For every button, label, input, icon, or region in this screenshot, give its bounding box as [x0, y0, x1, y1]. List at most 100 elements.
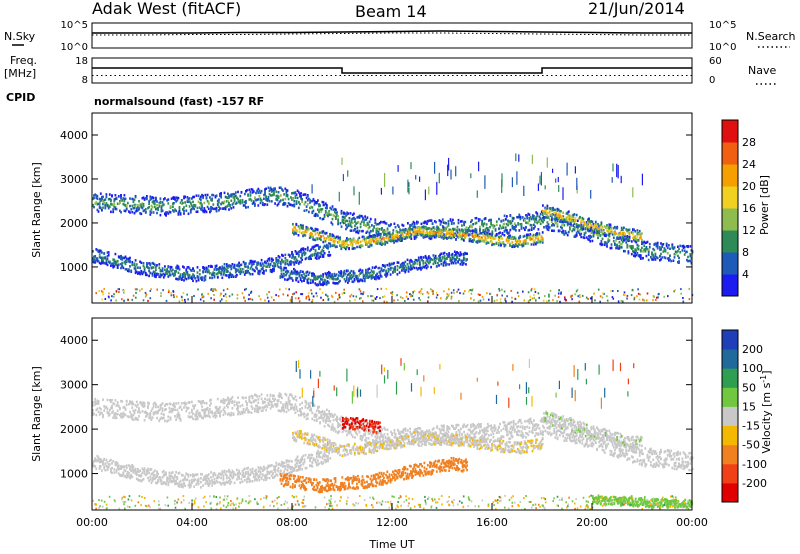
title-center: Beam 14 [355, 2, 427, 21]
velocity-colorbar-label: Velocity [m s-1] [759, 370, 773, 453]
xtick-label-2: 08:00 [276, 516, 308, 529]
velocity-x-axis: 00:00 04:00 08:00 12:00 16:00 20:00 00:00 [76, 296, 708, 529]
velocity-echoes [92, 358, 694, 510]
power-ylabel: Slant Range [km] [30, 162, 43, 258]
velocity-colorbar: -200 -100 -50 -15 15 50 100 200 [721, 329, 767, 503]
colorbar-label-0: 4 [742, 268, 749, 281]
velocity-echo-band-6 [592, 494, 693, 509]
colorbar-swatch-3 [722, 425, 738, 446]
colorbar-swatch-4 [722, 406, 738, 426]
power-colorbar-label: Power [dB] [758, 175, 771, 235]
velocity-echo-band-1 [92, 446, 332, 489]
power-noise-streaks [311, 153, 643, 205]
velocity-echo-band-3 [279, 456, 468, 494]
xtick-label-4: 16:00 [476, 516, 508, 529]
noise-tick-left-bottom: 10^0 [61, 42, 88, 53]
xtick-label-6: 00:00 [676, 516, 708, 529]
xtick-label-3: 12:00 [376, 516, 408, 529]
colorbar-swatch-4 [722, 186, 738, 209]
colorbar-label-7: 200 [742, 343, 763, 356]
ytick-label-0: 1000 [60, 261, 88, 274]
power-echo-band-2 [292, 222, 544, 251]
nave-tick-bottom: 0 [709, 75, 715, 86]
noise-lines [92, 30, 692, 36]
colorbar-swatch-2 [722, 230, 738, 253]
colorbar-label-0: -200 [742, 477, 767, 490]
colorbar-label-3: 16 [742, 202, 756, 215]
colorbar-frame [721, 329, 739, 503]
noise-tick-left-top: 10^5 [61, 20, 88, 31]
xtick-label-1: 04:00 [176, 516, 208, 529]
freq-unit-label: [MHz] [4, 67, 36, 80]
nsearch-label: N.Search [746, 30, 796, 43]
colorbar-label-2: 12 [742, 224, 756, 237]
ytick-label-3: 4000 [60, 129, 88, 142]
freq-nave-panel: Freq. [MHz] 18 8 60 0 Nave [4, 54, 776, 86]
velocity-echo-band-2 [292, 429, 544, 457]
colorbar-swatch-7 [722, 120, 738, 143]
velocity-ylabel: Slant Range [km] [30, 366, 43, 462]
colorbar-swatch-0 [722, 274, 738, 297]
nave-tick-top: 60 [709, 56, 722, 67]
colorbar-label-4: 20 [742, 180, 756, 193]
colorbar-swatch-5 [722, 387, 738, 407]
freq-tick-top: 18 [75, 56, 88, 67]
xtick-label-5: 20:00 [576, 516, 608, 529]
title-left: Adak West (fitACF) [92, 0, 241, 18]
colorbar-label-6: 28 [742, 136, 756, 149]
noise-panel: N.Sky 10^5 10^0 10^5 10^0 N.Search [4, 20, 796, 53]
colorbar-label-5: 50 [742, 381, 756, 394]
freq-lines [92, 67, 692, 76]
velocity-noise-streaks [295, 358, 635, 409]
cpid-text: normalsound (fast) -157 RF [94, 95, 264, 108]
power-echoes [92, 153, 694, 303]
cpid-label: CPID [6, 91, 35, 104]
xaxis-label: Time UT [368, 538, 414, 551]
power-ground-scatter [95, 287, 694, 303]
colorbar-swatch-7 [722, 349, 738, 369]
colorbar-label-1: 8 [742, 246, 749, 259]
title-right: 21/Jun/2014 [588, 0, 685, 18]
colorbar-swatch-1 [722, 252, 738, 275]
noise-series-1 [92, 32, 692, 36]
colorbar-label-4: 15 [742, 400, 756, 413]
colorbar-swatch-8 [722, 330, 738, 350]
velocity-y-axis: 1000 2000 3000 4000 [60, 334, 692, 481]
ytick-label-2: 3000 [60, 173, 88, 186]
colorbar-swatch-1 [722, 463, 738, 484]
nave-label: Nave [748, 64, 776, 77]
velocity-echo-band-4 [542, 410, 643, 450]
power-panel: 1000 2000 3000 4000 Slant Range [km] 4 8 12 16… [30, 112, 771, 304]
colorbar-swatch-6 [722, 368, 738, 388]
colorbar-swatch-0 [722, 482, 738, 503]
nsky-label: N.Sky [4, 30, 36, 43]
colorbar-label-3: -15 [742, 420, 760, 433]
power-echo-band-1 [92, 242, 332, 283]
colorbar-swatch-6 [722, 142, 738, 165]
power-colorbar: 4 8 12 16 20 24 28 [721, 119, 756, 297]
ytick-label-1: 2000 [60, 217, 88, 230]
freq-series [92, 67, 692, 74]
ytick-label-0: 1000 [60, 468, 88, 481]
colorbar-label-1: -100 [742, 458, 767, 471]
noise-tick-right-top: 10^5 [709, 20, 736, 31]
colorbar-label-6: 100 [742, 362, 763, 375]
noise-series-0 [92, 30, 692, 34]
colorbar-swatch-5 [722, 164, 738, 187]
colorbar-frame [721, 119, 739, 297]
velocity-echo-band-5 [342, 416, 381, 435]
freq-label: Freq. [10, 54, 37, 67]
freq-tick-bottom: 8 [82, 75, 88, 86]
power-echo-band-3 [279, 250, 468, 287]
ytick-label-1: 2000 [60, 423, 88, 436]
power-y-axis: 1000 2000 3000 4000 [60, 129, 692, 274]
colorbar-label-5: 24 [742, 158, 756, 171]
colorbar-label-2: -50 [742, 439, 760, 452]
ytick-label-2: 3000 [60, 379, 88, 392]
power-echo-band-4 [542, 204, 643, 245]
ytick-label-3: 4000 [60, 334, 88, 347]
xtick-label-0: 00:00 [76, 516, 108, 529]
noise-tick-right-bottom: 10^0 [709, 42, 736, 53]
